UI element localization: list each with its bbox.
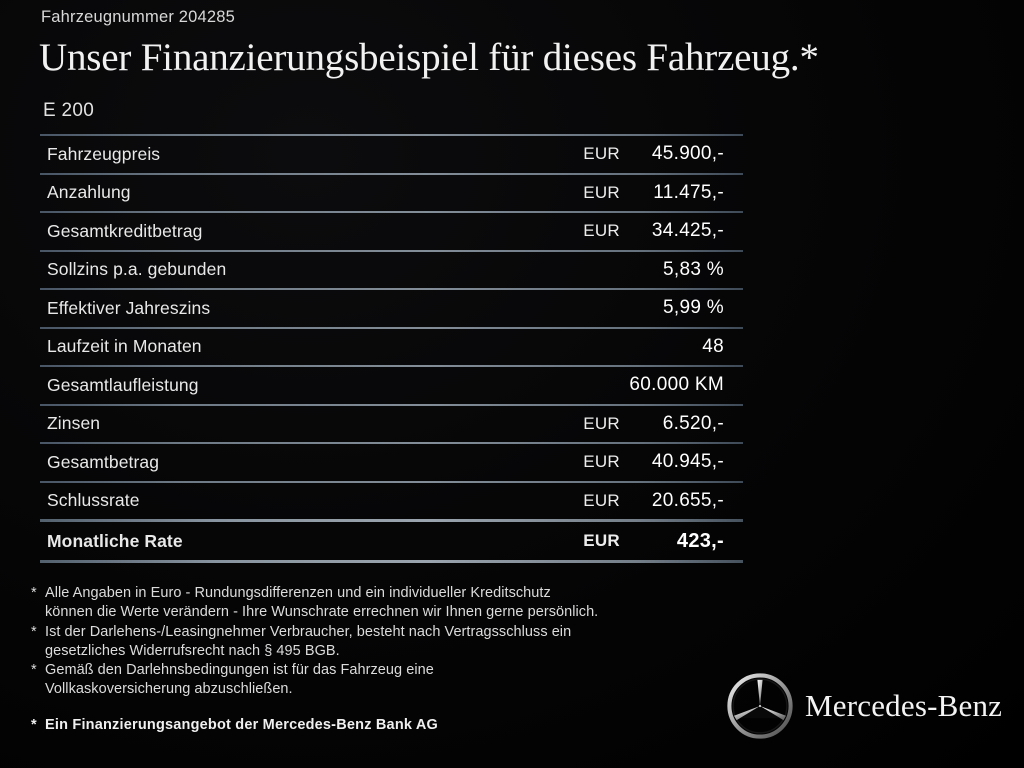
table-row: Laufzeit in Monaten 48: [40, 329, 743, 366]
table-divider: [40, 480, 743, 483]
table-row: Gesamtbetrag EUR 40.945,-: [40, 444, 743, 481]
row-value: 20.655,-: [651, 489, 724, 511]
table-divider: [40, 211, 743, 213]
footnotes: * Alle Angaben in Euro - Rundungsdifferen…: [31, 584, 791, 735]
row-value: 34.425,-: [651, 220, 724, 242]
row-value: 40.945,-: [651, 451, 724, 473]
mercedes-star-icon: [727, 673, 793, 739]
table-row: Gesamtkreditbetrag EUR 34.425,-: [40, 213, 743, 250]
table-divider: [40, 134, 743, 136]
table-row: Zinsen EUR 6.520,-: [40, 406, 743, 443]
table-row: Schlussrate EUR 20.655,-: [40, 483, 743, 520]
table-divider: [40, 288, 743, 290]
footnote: * Alle Angaben in Euro - Rundungsdifferen…: [31, 584, 791, 623]
row-value: 423,-: [676, 529, 724, 552]
row-label: Sollzins p.a. gebunden: [47, 259, 227, 280]
row-currency: EUR: [583, 144, 620, 164]
table-divider: [40, 365, 743, 367]
row-label: Laufzeit in Monaten: [47, 336, 202, 357]
footnote-line: Ein Finanzierungsangebot der Mercedes-Be…: [45, 716, 438, 733]
financing-table: Fahrzeugpreis EUR 45.900,- Anzahlung EUR 11.4…: [40, 134, 743, 563]
vehicle-model: E 200: [43, 100, 95, 121]
table-row: Sollzins p.a. gebunden 5,83 %: [40, 252, 743, 289]
footnote-line: Gemäß den Darlehnsbedingungen ist für da…: [45, 662, 434, 679]
footnote-marker: *: [31, 716, 37, 733]
footnote-line: Ist der Darlehens-/Leasingnehmer Verbrau…: [45, 623, 572, 640]
table-divider: [40, 326, 743, 329]
row-label: Gesamtkreditbetrag: [47, 220, 203, 241]
row-label: Anzahlung: [47, 182, 131, 203]
row-label: Monatliche Rate: [47, 530, 183, 551]
row-currency: EUR: [583, 531, 620, 550]
footnote: * Ist der Darlehens-/Leasingnehmer Verbra…: [31, 623, 791, 662]
table-divider: [40, 560, 743, 563]
table-row: Monatliche Rate EUR 423,-: [40, 522, 743, 560]
table-divider: [40, 249, 743, 252]
vehicle-number: Fahrzeugnummer 204285: [41, 8, 236, 26]
table-row: Effektiver Jahreszins 5,99 %: [40, 290, 743, 327]
footnote-line: gesetzliches Widerrufsrecht nach § 495 B…: [45, 642, 340, 659]
table-divider: [40, 442, 743, 444]
row-label: Gesamtbetrag: [47, 451, 160, 472]
footnote: * Gemäß den Darlehnsbedingungen ist für d…: [31, 661, 791, 700]
table-divider: [40, 519, 743, 522]
table-row: Anzahlung EUR 11.475,-: [40, 175, 743, 212]
row-currency: EUR: [583, 221, 620, 241]
footnote-line: können die Werte verändern - Ihre Wunsch…: [45, 604, 599, 621]
footnote-marker: *: [31, 623, 37, 640]
row-value: 6.520,-: [662, 412, 724, 434]
row-value: 5,83 %: [663, 258, 724, 280]
table-divider: [40, 172, 743, 175]
row-value: 5,99 %: [663, 297, 724, 319]
row-label: Fahrzeugpreis: [47, 143, 161, 164]
page-title: Unser Finanzierungsbeispiel für dieses F…: [39, 36, 819, 79]
row-label: Zinsen: [47, 413, 101, 434]
row-value: 60.000 KM: [629, 374, 724, 396]
table-row: Fahrzeugpreis EUR 45.900,-: [40, 136, 743, 173]
row-label: Effektiver Jahreszins: [47, 297, 211, 318]
row-label: Gesamtlaufleistung: [47, 374, 199, 395]
row-value: 48: [702, 335, 724, 357]
footnote-marker: *: [31, 662, 37, 679]
row-label: Schlussrate: [47, 490, 140, 511]
row-currency: EUR: [583, 182, 620, 202]
brand-wordmark: Mercedes-Benz: [805, 688, 1003, 723]
table-row: Gesamtlaufleistung 60.000 KM: [40, 367, 743, 404]
row-currency: EUR: [583, 413, 620, 433]
footnote-line: Alle Angaben in Euro - Rundungsdifferenz…: [45, 585, 551, 601]
table-divider: [40, 403, 743, 406]
row-currency: EUR: [583, 452, 620, 472]
row-value: 11.475,-: [653, 181, 724, 203]
footnote: * Ein Finanzierungsangebot der Mercedes-B…: [31, 716, 791, 735]
footnote-line: Vollkaskoversicherung abzuschließen.: [45, 681, 293, 698]
row-value: 45.900,-: [651, 143, 724, 165]
row-currency: EUR: [583, 490, 620, 510]
brand-logo: Mercedes-Benz: [726, 672, 1002, 740]
footnote-marker: *: [31, 585, 37, 601]
